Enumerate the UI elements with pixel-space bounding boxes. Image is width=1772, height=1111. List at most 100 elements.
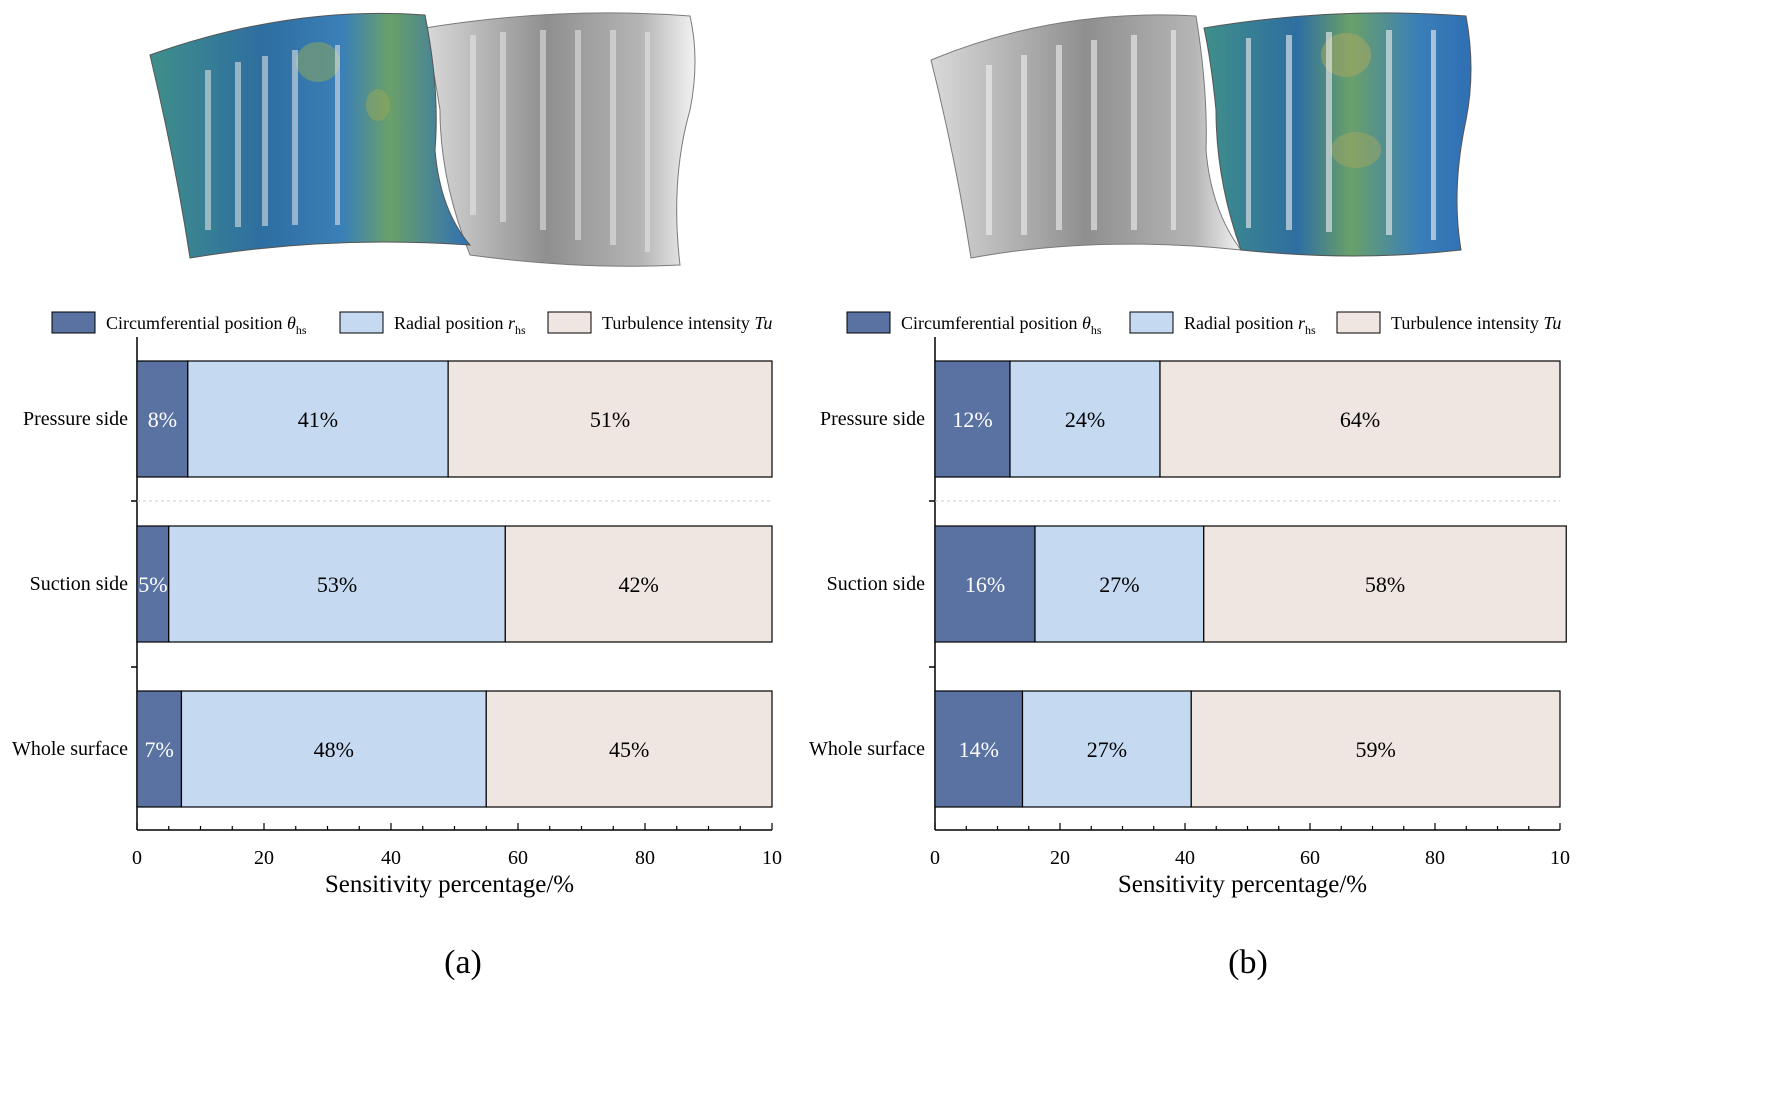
bar-segment [136, 360, 189, 478]
legend-label-main: Radial position [1184, 313, 1298, 333]
data-label: 41% [298, 407, 338, 432]
bar-segment [934, 360, 1011, 478]
data-label: 12% [952, 407, 992, 432]
legend-label: Circumferential position θhs [106, 313, 307, 337]
x-tick-label: 20 [254, 847, 274, 869]
data-label: 14% [959, 737, 999, 762]
hotspot-contour [296, 42, 340, 82]
blade-right-contour [1203, 12, 1472, 257]
x-tick-label: 80 [635, 847, 655, 869]
data-label: 24% [1065, 407, 1105, 432]
blade-left-contour [149, 12, 472, 259]
legend-swatch [339, 311, 384, 334]
panel-label: (a) [444, 944, 482, 981]
data-label: 58% [1365, 572, 1405, 597]
bar-segment [1159, 360, 1561, 478]
panel-a: Circumferential position θhs Radial posit… [12, 12, 782, 981]
panel-label: (b) [1228, 944, 1268, 981]
x-tick-label: 60 [1300, 847, 1320, 869]
data-label: 45% [609, 737, 649, 762]
legend-label-main: Radial position [394, 313, 508, 333]
bar-segment [1190, 690, 1561, 808]
bar-segment [485, 690, 773, 808]
category-label: Suction side [30, 573, 128, 595]
legend-label-symbol: Tu [754, 313, 772, 333]
bar-segment [1034, 525, 1205, 643]
category-label: Whole surface [809, 738, 925, 760]
data-label: 59% [1355, 737, 1395, 762]
bar-segment [1203, 525, 1567, 643]
legend-label-symbol: r [1298, 313, 1306, 333]
bar-segment [168, 525, 506, 643]
category-label: Pressure side [820, 408, 925, 430]
legend-label-main: Turbulence intensity [1391, 313, 1543, 333]
blade-left-gray [930, 14, 1243, 259]
data-label: 27% [1087, 737, 1127, 762]
data-label: 48% [314, 737, 354, 762]
category-label: Whole surface [12, 738, 128, 760]
data-label: 7% [145, 737, 174, 762]
legend-label-symbol: θ [287, 313, 296, 333]
bar-segment [934, 690, 1024, 808]
legend-swatch [846, 311, 891, 334]
blade-right-gray [424, 12, 696, 267]
legend-label: Radial position rhs [394, 313, 526, 337]
legend-label-main: Turbulence intensity [602, 313, 754, 333]
hotspot-contour [366, 89, 390, 121]
blade-illustration [930, 12, 1472, 259]
category-label: Suction side [827, 573, 925, 595]
data-label: 51% [590, 407, 630, 432]
data-label: 53% [317, 572, 357, 597]
legend-label-subscript: hs [1305, 323, 1316, 337]
x-tick-label: 60 [508, 847, 528, 869]
legend-label-subscript: hs [515, 323, 526, 337]
panel-b: Circumferential position θhs Radial posit… [809, 0, 1772, 1111]
data-label: 64% [1340, 407, 1380, 432]
bar-segment [504, 525, 773, 643]
bar-segment [136, 525, 170, 643]
legend-label: Turbulence intensity Tu [602, 313, 772, 333]
x-tick-label: 0 [930, 847, 940, 869]
x-tick-label: 40 [1175, 847, 1195, 869]
bar-segment [447, 360, 773, 478]
hotspot-contour [1331, 132, 1381, 168]
data-label: 27% [1099, 572, 1139, 597]
bar-segment [934, 525, 1036, 643]
bar-segment [1009, 360, 1161, 478]
bar-segment [180, 690, 487, 808]
legend-label-symbol: Tu [1543, 313, 1561, 333]
cooling-holes [986, 30, 1436, 240]
bar-segment [136, 690, 183, 808]
data-label: 8% [148, 407, 177, 432]
category-label: Pressure side [23, 408, 128, 430]
legend-label-subscript: hs [1091, 323, 1102, 337]
legend-label: Turbulence intensity Tu [1391, 313, 1561, 333]
blade-illustration [149, 12, 696, 267]
legend-label: Radial position rhs [1184, 313, 1316, 337]
x-tick-label: 40 [381, 847, 401, 869]
data-label: 42% [618, 572, 658, 597]
hotspot-contour [1321, 33, 1371, 77]
legend-label-main: Circumferential position [901, 313, 1082, 333]
x-axis-title: Sensitivity percentage/% [1118, 871, 1367, 898]
bar-segment [187, 360, 449, 478]
cooling-holes [205, 30, 650, 252]
legend-label-subscript: hs [296, 323, 307, 337]
bar-segment [1021, 690, 1192, 808]
legend-swatch [547, 311, 592, 334]
chart-b: Circumferential position θhs Radial posit… [809, 12, 1570, 981]
x-tick-label: 0 [132, 847, 142, 869]
legend-swatch [1336, 311, 1381, 334]
legend-label-symbol: r [508, 313, 516, 333]
legend-swatch [1129, 311, 1174, 334]
x-tick-label: 80 [1425, 847, 1445, 869]
x-tick-label: 10 [1550, 847, 1570, 869]
legend-label-symbol: θ [1082, 313, 1091, 333]
x-tick-label: 20 [1050, 847, 1070, 869]
x-axis-title: Sensitivity percentage/% [325, 871, 574, 898]
legend-label-main: Circumferential position [106, 313, 287, 333]
legend-label: Circumferential position θhs [901, 313, 1102, 337]
chart-a: Circumferential position θhs Radial posit… [12, 12, 782, 981]
data-label: 5% [138, 572, 167, 597]
legend-swatch [51, 311, 96, 334]
